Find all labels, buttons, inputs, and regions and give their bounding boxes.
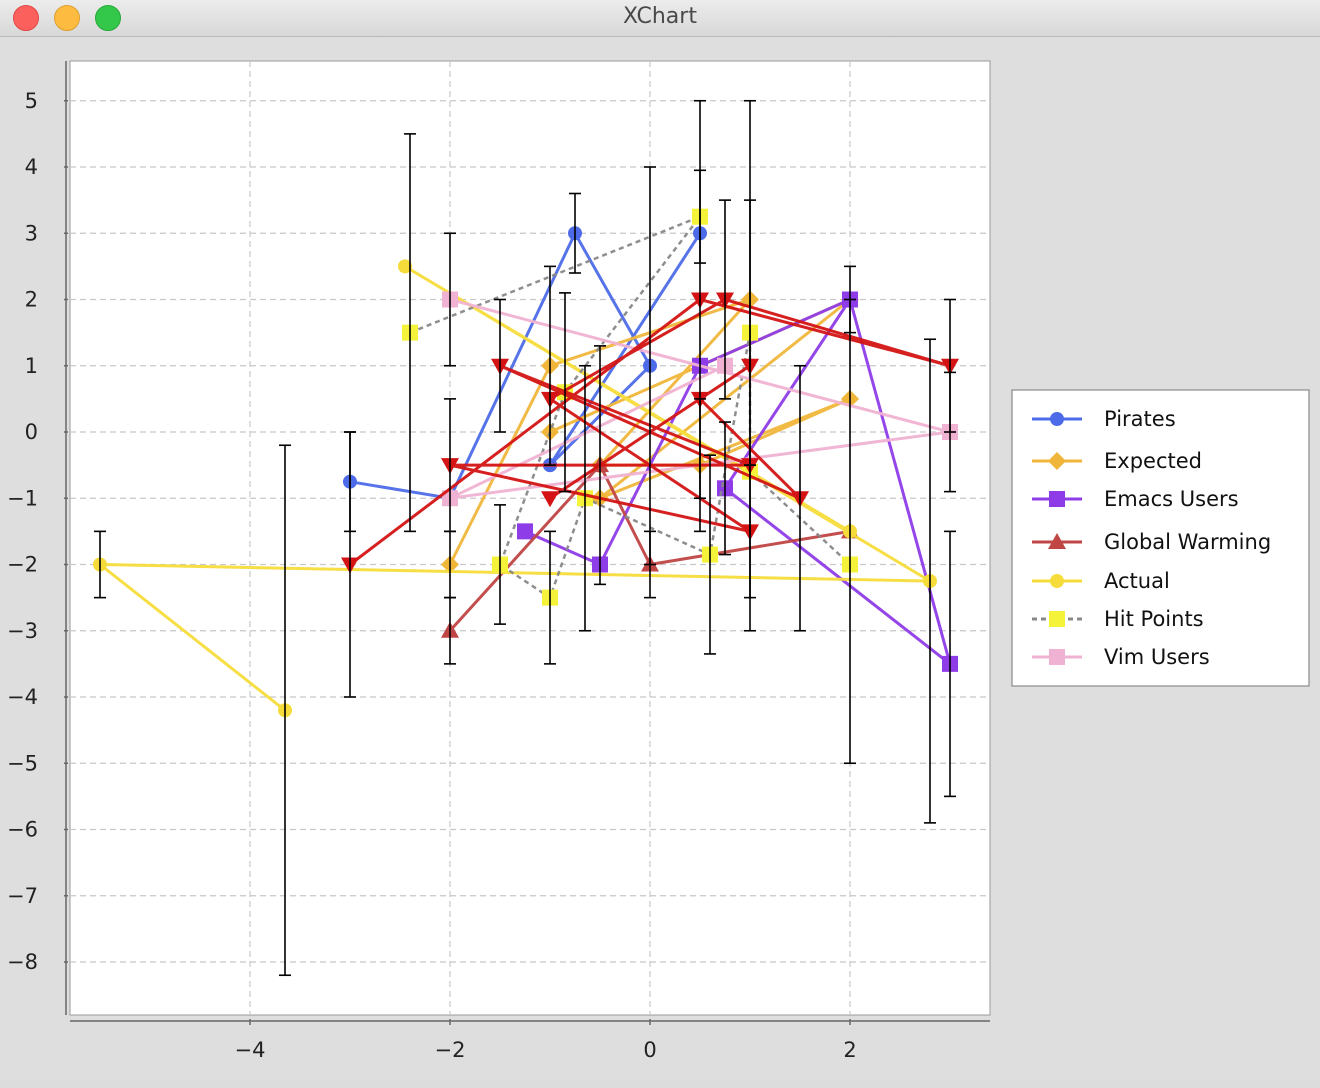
legend-label: Hit Points	[1104, 607, 1204, 631]
legend-label: Expected	[1104, 449, 1202, 473]
y-tick-label: −5	[7, 751, 38, 775]
maximize-window-button[interactable]	[95, 5, 121, 31]
error-bar-chart: 5 4 3 2 1 0 −1 −2 −3 −4 −5 −6 −7 −8 −4 −2 0 2 Pirates Expec…	[7, 60, 1310, 1062]
legend-marker	[1050, 412, 1064, 426]
legend-box	[1011, 389, 1310, 687]
y-tick-label: −2	[7, 553, 38, 577]
y-tick-label: 0	[25, 420, 38, 444]
y-tick-label: 4	[25, 155, 38, 179]
y-tick-label: 3	[25, 221, 38, 245]
y-tick-label: −8	[7, 950, 38, 974]
close-window-button[interactable]	[13, 5, 39, 31]
data-point	[517, 523, 533, 540]
minimize-window-button[interactable]	[54, 5, 80, 31]
y-tick-label: 5	[25, 89, 38, 113]
legend-label: Emacs Users	[1104, 487, 1239, 511]
legend-item-emacs-users: Emacs Users	[1032, 487, 1239, 511]
y-tick-label: 2	[25, 288, 38, 312]
data-point	[541, 491, 559, 508]
legend: Pirates Expected Emacs Users Global Warming…	[1011, 389, 1310, 687]
x-tick-label: −4	[235, 1038, 266, 1062]
legend-label: Vim Users	[1104, 645, 1210, 669]
tick-labels: 5 4 3 2 1 0 −1 −2 −3 −4 −5 −6 −7 −8 −4 −2 0 2	[7, 89, 857, 1062]
legend-item-global-warming: Global Warming	[1032, 530, 1271, 554]
legend-label: Global Warming	[1104, 530, 1271, 554]
legend-label: Actual	[1104, 569, 1170, 593]
y-tick-label: −6	[7, 818, 38, 842]
legend-item-vim-users: Vim Users	[1032, 645, 1210, 669]
y-tick-label: −4	[7, 685, 38, 709]
legend-marker	[1049, 611, 1065, 627]
title-bar: XChart	[0, 0, 1320, 37]
data-point	[398, 259, 412, 274]
y-tick-label: −3	[7, 619, 38, 643]
legend-marker	[1049, 491, 1065, 507]
legend-item-hit-points: Hit Points	[1032, 607, 1204, 631]
y-tick-label: 1	[25, 354, 38, 378]
legend-marker	[1049, 649, 1065, 665]
legend-marker	[1048, 452, 1066, 470]
legend-marker	[1050, 574, 1064, 588]
legend-label: Pirates	[1104, 407, 1176, 431]
x-tick-label: −2	[435, 1038, 466, 1062]
legend-marker	[1048, 533, 1066, 549]
grid-lines	[70, 61, 990, 1015]
legend-item-actual: Actual	[1032, 569, 1170, 593]
legend-item-expected: Expected	[1032, 449, 1202, 473]
x-tick-label: 2	[843, 1038, 856, 1062]
y-tick-label: −7	[7, 884, 38, 908]
x-tick-label: 0	[643, 1038, 656, 1062]
y-tick-label: −1	[7, 486, 38, 510]
legend-item-pirates: Pirates	[1032, 407, 1176, 431]
error-bars	[94, 99, 956, 977]
series-layer	[93, 99, 959, 977]
window-title: XChart	[623, 4, 697, 29]
chart-panel: 5 4 3 2 1 0 −1 −2 −3 −4 −5 −6 −7 −8 −4 −2 0 2 Pirates Expec…	[0, 37, 1320, 1080]
